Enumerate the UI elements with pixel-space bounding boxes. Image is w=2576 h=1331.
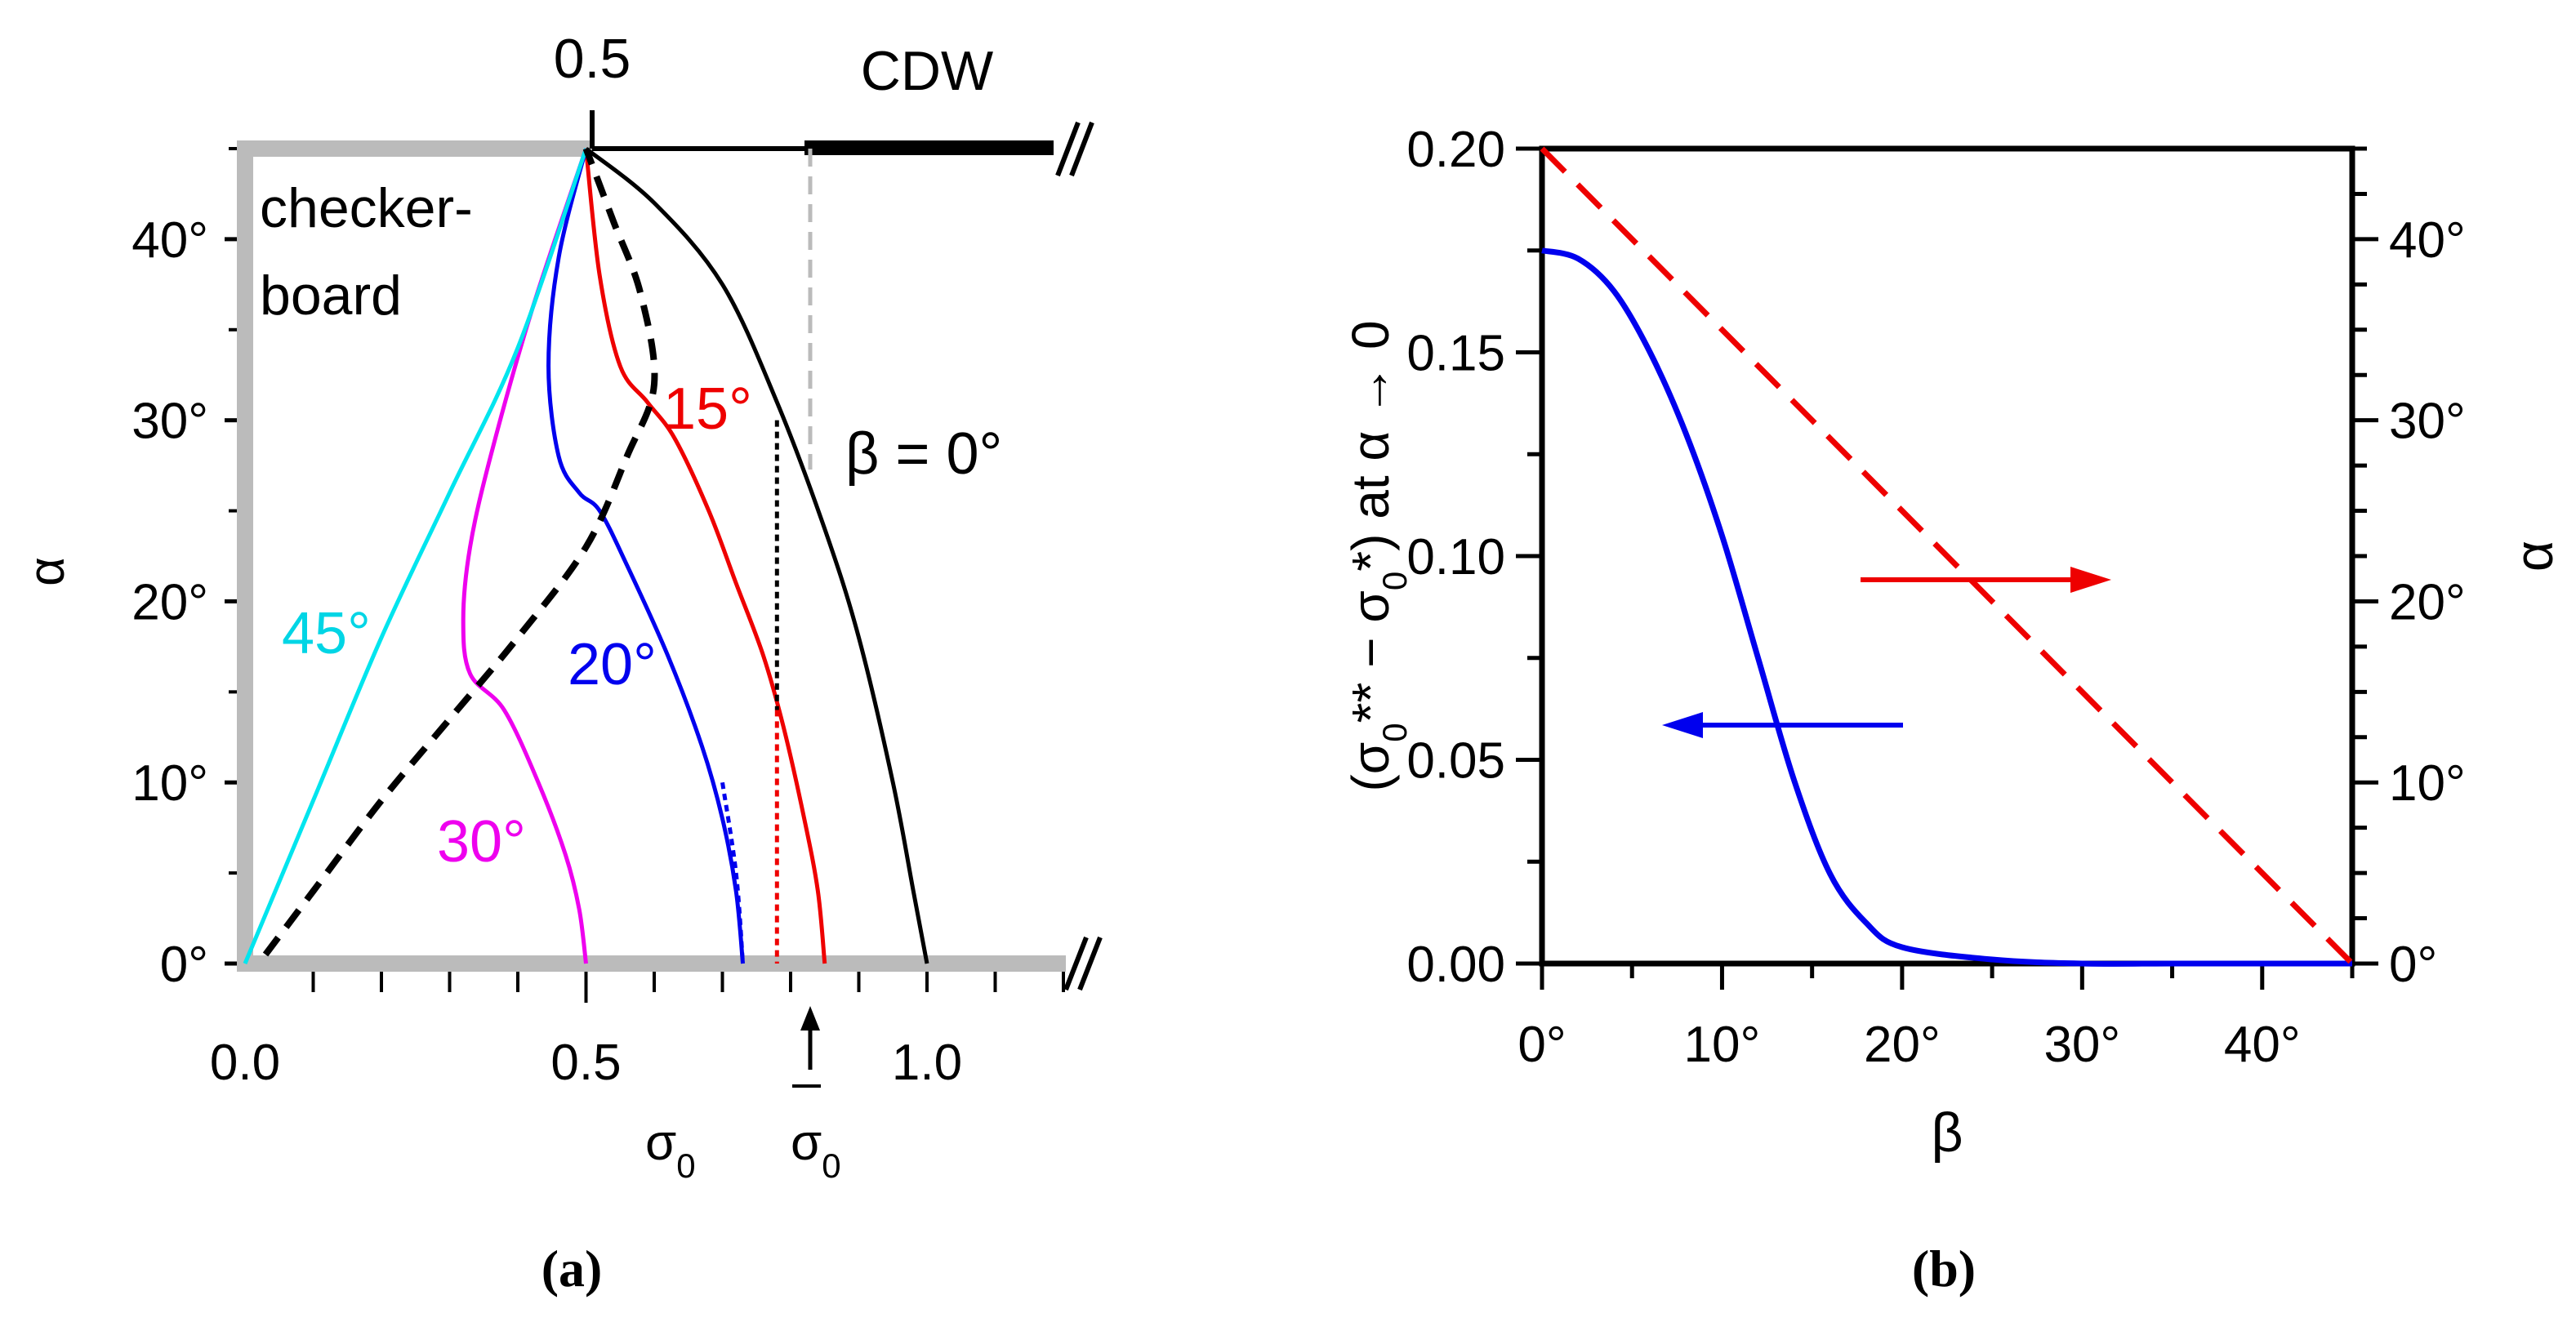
- panel-a-ticks: 0° 10° 20° 30° 40° 0.0 0.5 1.0: [131, 147, 1065, 1091]
- a-series-20-dotted: [720, 781, 746, 964]
- b-x-axis-label: β: [1931, 1102, 1963, 1164]
- top-break-mark: [1055, 121, 1094, 177]
- a-x-axis-label: σ0: [645, 1115, 696, 1185]
- a-y-axis-label: α: [19, 557, 75, 586]
- a-curve-label-30-: 30°: [437, 809, 526, 875]
- right-axis-arrow: [1861, 567, 2111, 593]
- a-series-30-: [461, 148, 588, 964]
- bottom-break-mark: [1063, 936, 1103, 991]
- b-x-tick-label: 40°: [2224, 1017, 2301, 1073]
- panel-b-ticks: 0.00 0.05 0.10 0.15 0.20 0° 10° 20° 30° 40° 0° 10° 2…: [1406, 122, 2465, 1073]
- b-x-tick-label: 20°: [1864, 1017, 1941, 1073]
- b-y-tick-label: 0.15: [1406, 326, 1505, 382]
- a-y-tick-label: 40°: [131, 212, 208, 269]
- b-y2-tick-label: 20°: [2389, 574, 2466, 630]
- b-y-tick-label: 0.05: [1406, 733, 1505, 790]
- b-y-tick-label: 0.10: [1406, 529, 1505, 585]
- a-series-20-: [546, 148, 746, 964]
- b-y2-tick-label: 0°: [2389, 937, 2437, 993]
- b-y2-tick-label: 40°: [2389, 212, 2466, 269]
- top-0.5-label: 0.5: [554, 28, 631, 90]
- panel-b-chart: 0.00 0.05 0.10 0.15 0.20 0° 10° 20° 30° 40° 0° 10° 2…: [1341, 122, 2564, 1298]
- panel-a-label: (a): [541, 1240, 603, 1298]
- a-y-tick-label: 30°: [131, 394, 208, 450]
- a-x-tick-label: 0.0: [210, 1035, 280, 1091]
- panel-b-curves: [1540, 146, 2355, 967]
- sigma-bar-label: σ0: [791, 1115, 841, 1185]
- a-curve-label-45-: 45°: [282, 601, 371, 666]
- b-y-tick-label: 0.00: [1406, 937, 1505, 993]
- b-x-tick-label: 10°: [1684, 1017, 1761, 1073]
- a-series-15-: [584, 148, 827, 964]
- b-y2-axis-label: α: [2503, 541, 2564, 572]
- left-axis-arrow: [1662, 712, 1903, 738]
- checkerboard-label-line2: board: [260, 265, 402, 327]
- b-y2-tick-label: 30°: [2389, 394, 2466, 450]
- a-series--0-: [584, 147, 929, 964]
- b-x-tick-label: 0°: [1518, 1017, 1566, 1073]
- a-y-tick-label: 0°: [160, 937, 208, 993]
- checkerboard-label-line1: checker-: [260, 177, 473, 239]
- a-curve-label--0-: β = 0°: [845, 421, 1002, 487]
- panel-a-labels: 0.5 CDW checker-board α σ0 σ0 β = 0° 15° 20° 30° 4…: [19, 28, 1002, 1298]
- panel-a-curves: [243, 147, 929, 964]
- panel-b-labels: β α (σ0** − σ0*) at α → 0 (b): [1341, 320, 2564, 1298]
- cdw-label: CDW: [861, 40, 993, 102]
- a-y-tick-label: 10°: [131, 755, 208, 812]
- a-x-tick-label: 1.0: [892, 1035, 962, 1091]
- sigma-bar-arrow: [800, 1006, 820, 1070]
- a-x-tick-label: 0.5: [550, 1035, 621, 1091]
- panel-b-label: (b): [1912, 1240, 1976, 1298]
- b-x-tick-label: 30°: [2043, 1017, 2120, 1073]
- a-series-boundary: [262, 147, 658, 957]
- b-y-tick-label: 0.20: [1406, 122, 1505, 178]
- b-y2-tick-label: 10°: [2389, 755, 2466, 812]
- a-series-45-: [243, 148, 588, 964]
- b-series-alpha: [1540, 146, 2355, 966]
- a-y-tick-label: 20°: [131, 574, 208, 630]
- a-curve-label-20-: 20°: [568, 632, 657, 697]
- panel-a-chart: 0° 10° 20° 30° 40° 0.0 0.5 1.0 0.5 CDW checker-bo…: [19, 28, 1103, 1298]
- a-curve-label-15-: 15°: [663, 376, 752, 442]
- b-y-axis-label: (σ0** − σ0*) at α → 0: [1341, 320, 1414, 791]
- b-series-sigma-diff: [1541, 247, 2352, 967]
